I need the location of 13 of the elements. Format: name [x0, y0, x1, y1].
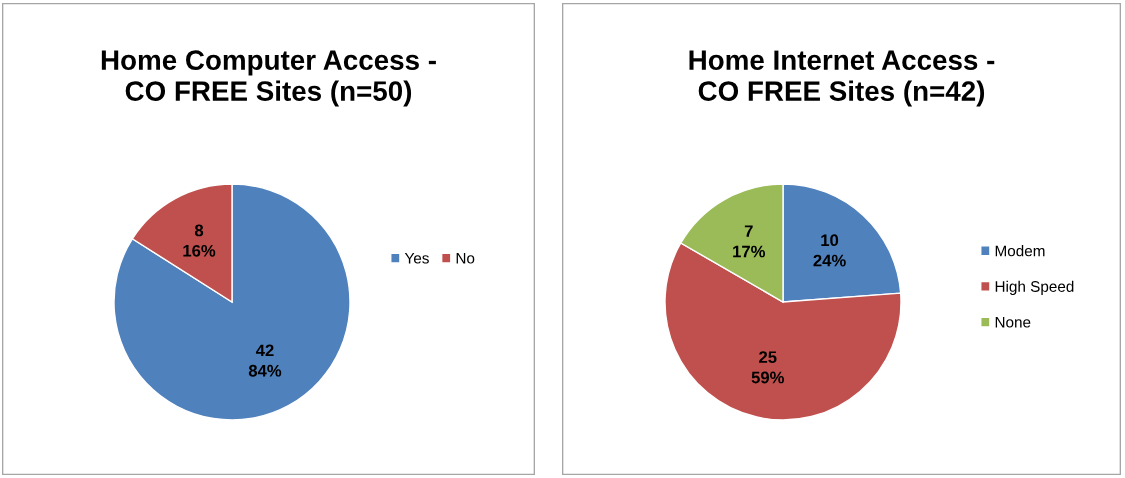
legend-label: Modem: [995, 245, 1045, 257]
data-label: 42 84%: [248, 344, 282, 377]
chart-title: Home Computer Access - CO FREE Sites (n=50): [101, 50, 436, 107]
data-label: 8 16%: [183, 224, 216, 257]
data-label: 7 17%: [733, 225, 766, 258]
legend-label: None: [995, 316, 1031, 328]
data-label: 10 24%: [813, 234, 846, 267]
pie-slice: [113, 183, 351, 421]
chart-title: Home Internet Access - CO FREE Sites (n=42): [689, 50, 995, 107]
legend-label: Yes: [404, 252, 429, 264]
data-label: 25 59%: [751, 351, 785, 384]
legend-label: High Speed: [995, 280, 1074, 295]
legend-label: No: [456, 252, 475, 264]
